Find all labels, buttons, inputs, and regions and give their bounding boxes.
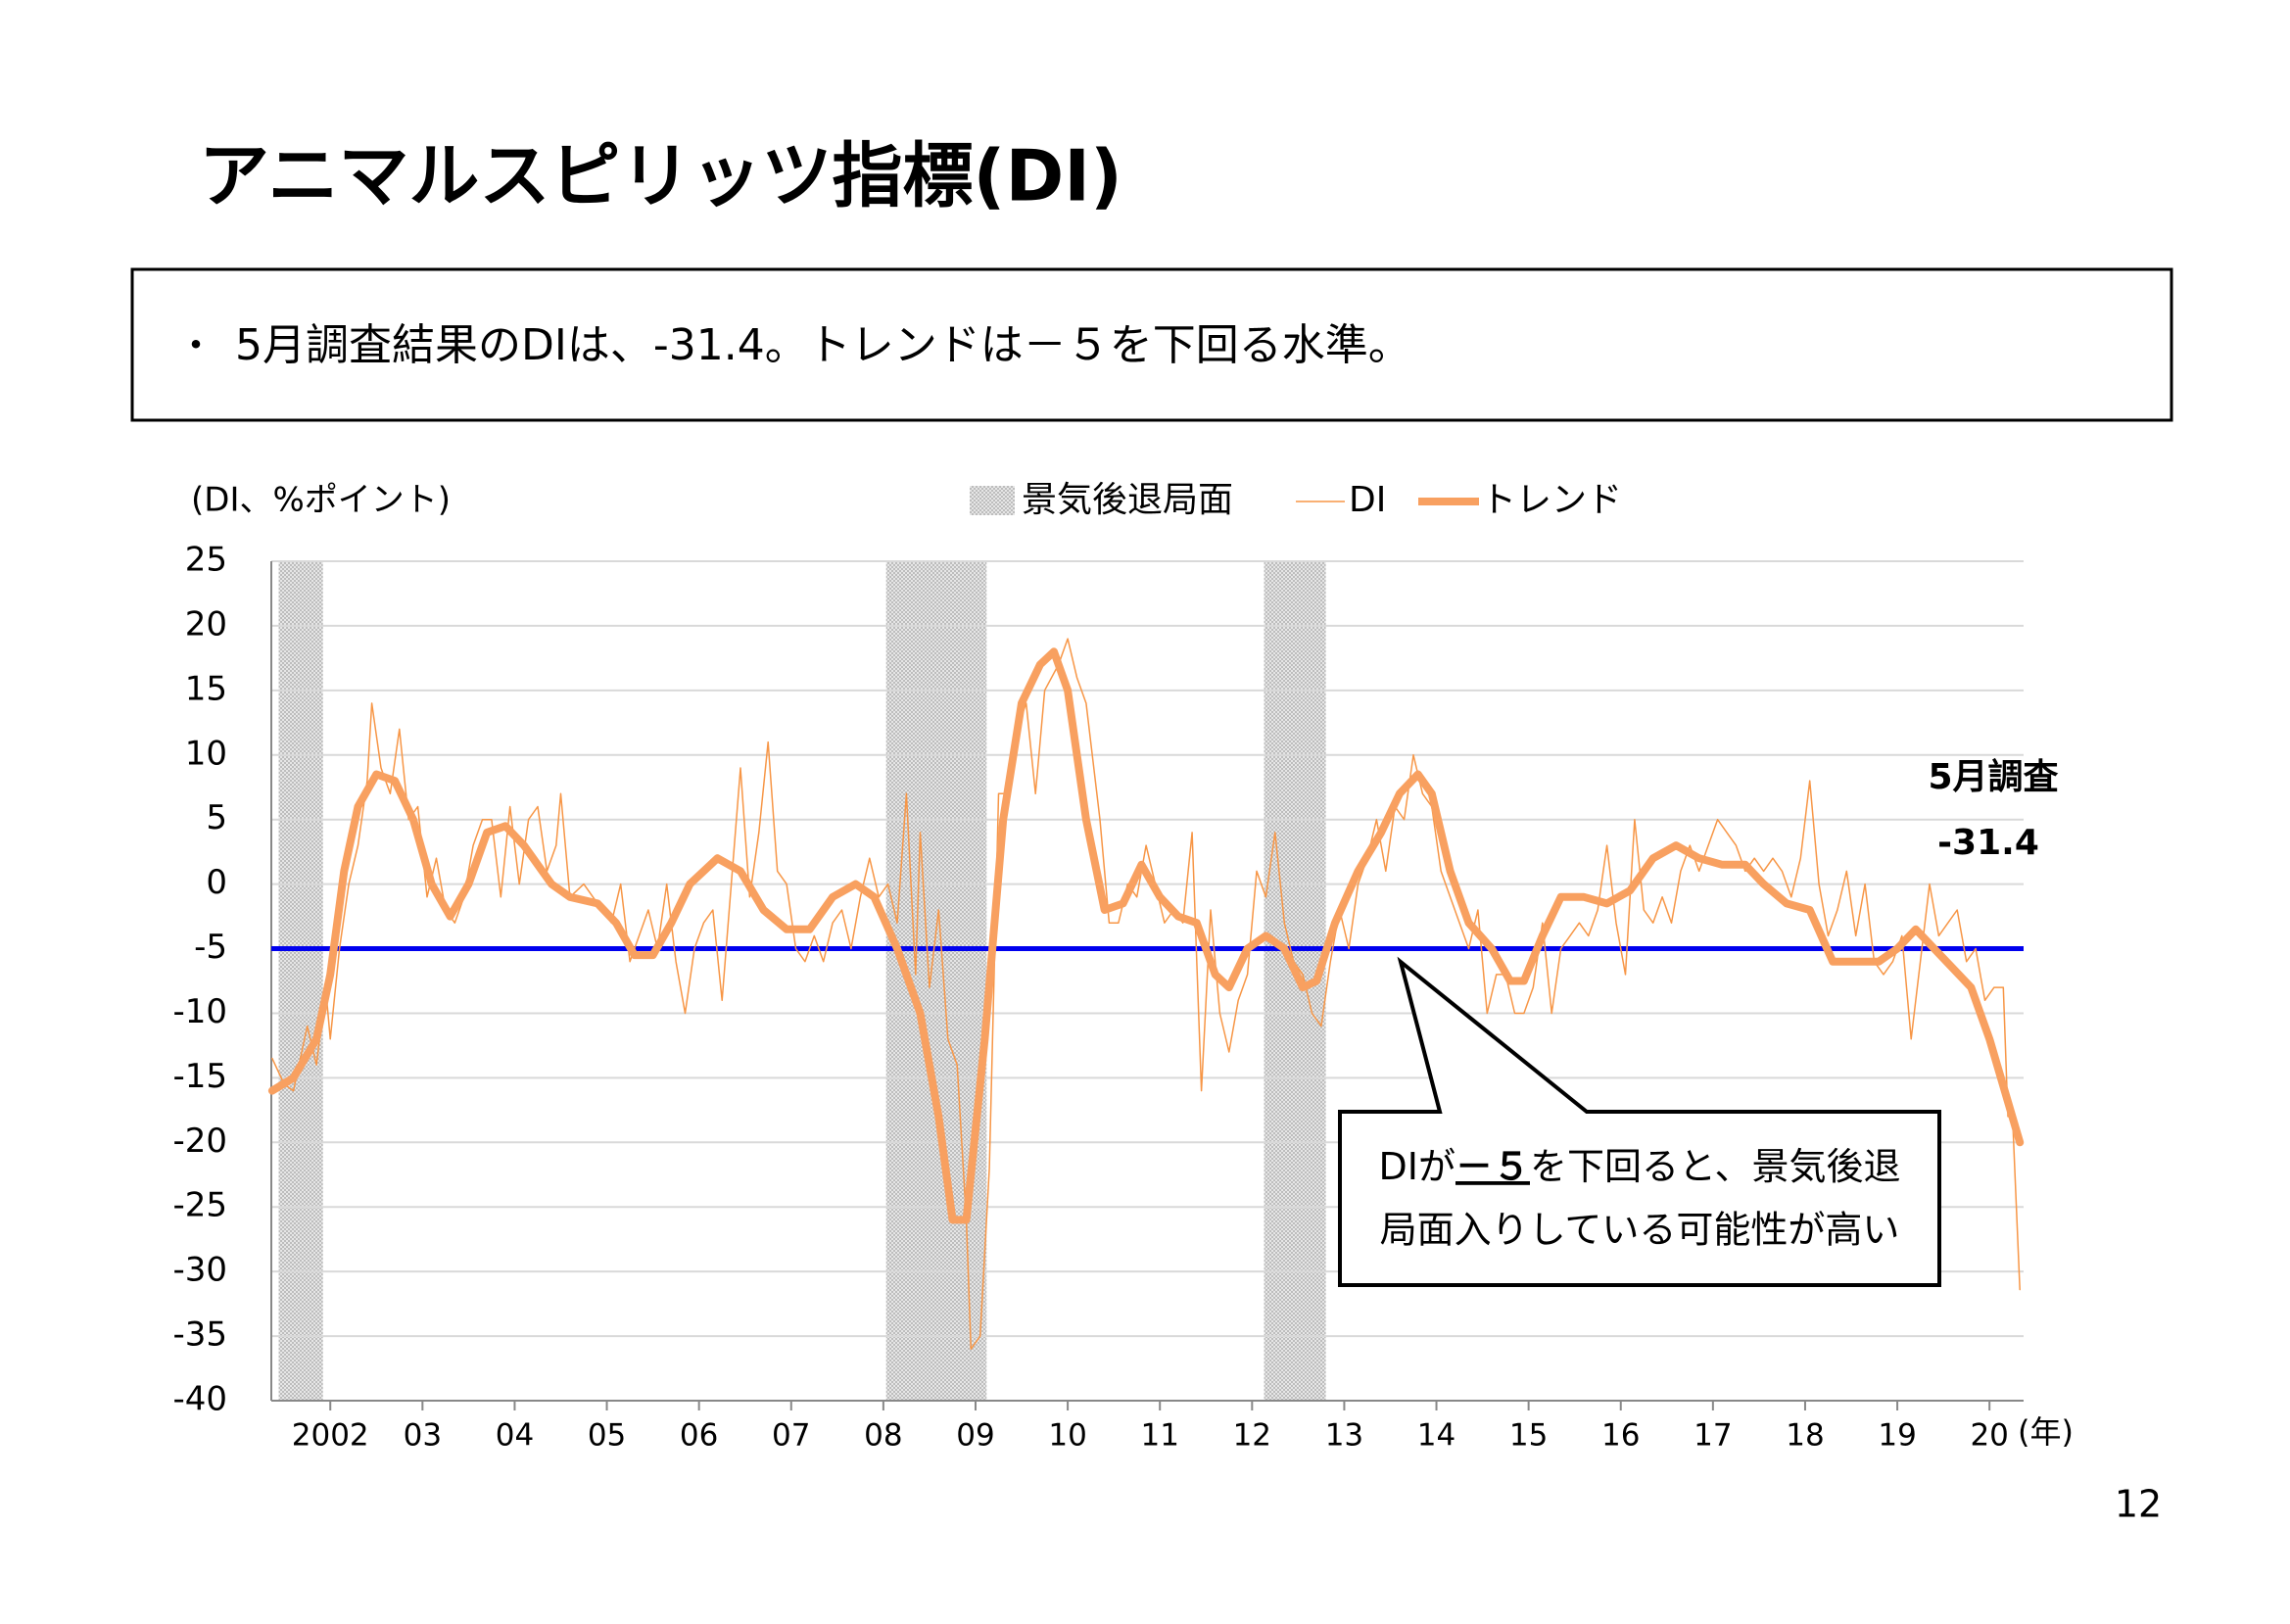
- summary-box: [130, 267, 2173, 422]
- x-tick-label: 06: [680, 1418, 718, 1454]
- x-tick-label: 07: [772, 1418, 810, 1454]
- x-tick-label: 13: [1325, 1418, 1363, 1454]
- y-tick-label: -20: [172, 1122, 227, 1161]
- slide-title: アニマルスピリッツ指標(DI): [199, 135, 1122, 217]
- x-tick-label: 12: [1233, 1418, 1271, 1454]
- callout-box: [1338, 956, 1941, 1287]
- recession-band: [885, 561, 987, 1401]
- callout-text-part: DIが: [1379, 1145, 1455, 1188]
- callout-text: 局面入りしている可能性が高い: [1380, 1209, 1900, 1252]
- x-tick-label: 04: [496, 1418, 534, 1454]
- x-tick-label: 20: [1970, 1418, 2008, 1454]
- x-tick-label: 10: [1048, 1418, 1086, 1454]
- x-tick-label: 15: [1509, 1418, 1548, 1454]
- page-number: 12: [2115, 1483, 2162, 1526]
- y-tick-label: 0: [206, 863, 227, 902]
- y-tick-label: -25: [172, 1186, 227, 1225]
- y-tick-label: 5: [206, 798, 227, 837]
- recession-band: [278, 561, 323, 1401]
- y-tick-label: -5: [194, 928, 227, 967]
- y-tick-label: 25: [185, 541, 227, 580]
- callout-text-part: を下回ると、景気後退: [1530, 1145, 1900, 1188]
- y-tick-label: 15: [185, 669, 227, 708]
- x-tick-label: 14: [1417, 1418, 1455, 1454]
- x-tick-label: 19: [1878, 1418, 1916, 1454]
- y-tick-label: 10: [185, 734, 227, 773]
- y-tick-label: -35: [172, 1315, 227, 1355]
- x-tick-label: 17: [1694, 1418, 1732, 1454]
- y-tick-label: -15: [172, 1057, 227, 1096]
- series-line: [271, 638, 2021, 1351]
- x-tick-label: 2002: [292, 1418, 369, 1454]
- x-axis-label: (年): [2018, 1413, 2074, 1451]
- y-axis-label: (DI、%ポイント): [191, 481, 451, 520]
- legend-label: 景気後退局面: [1022, 480, 1233, 520]
- bullet: ・: [176, 323, 215, 368]
- legend-label: トレンド: [1481, 480, 1622, 520]
- x-tick-label: 16: [1601, 1418, 1640, 1454]
- y-tick-label: -10: [172, 992, 227, 1031]
- annotation: -31.4: [1937, 823, 2039, 863]
- summary-text: 5月調査結果のDIは、-31.4。トレンドは－５を下回る水準。: [235, 320, 1411, 370]
- callout-text: DIが－５を下回ると、景気後退: [1379, 1145, 1901, 1188]
- x-tick-label: 05: [588, 1418, 626, 1454]
- x-tick-label: 08: [864, 1418, 902, 1454]
- x-tick-label: 03: [404, 1418, 442, 1454]
- legend-swatch: [970, 486, 1015, 515]
- y-tick-label: 20: [185, 604, 227, 644]
- y-tick-label: -30: [172, 1251, 227, 1290]
- series-line: [267, 647, 2025, 1224]
- x-tick-label: 18: [1786, 1418, 1824, 1454]
- legend-label: DI: [1349, 480, 1386, 520]
- y-tick-label: -40: [172, 1380, 227, 1419]
- x-tick-label: 09: [956, 1418, 994, 1454]
- x-tick-label: 11: [1140, 1418, 1178, 1454]
- annotation: 5月調査: [1928, 757, 2058, 797]
- callout-text-part: －５: [1455, 1145, 1530, 1188]
